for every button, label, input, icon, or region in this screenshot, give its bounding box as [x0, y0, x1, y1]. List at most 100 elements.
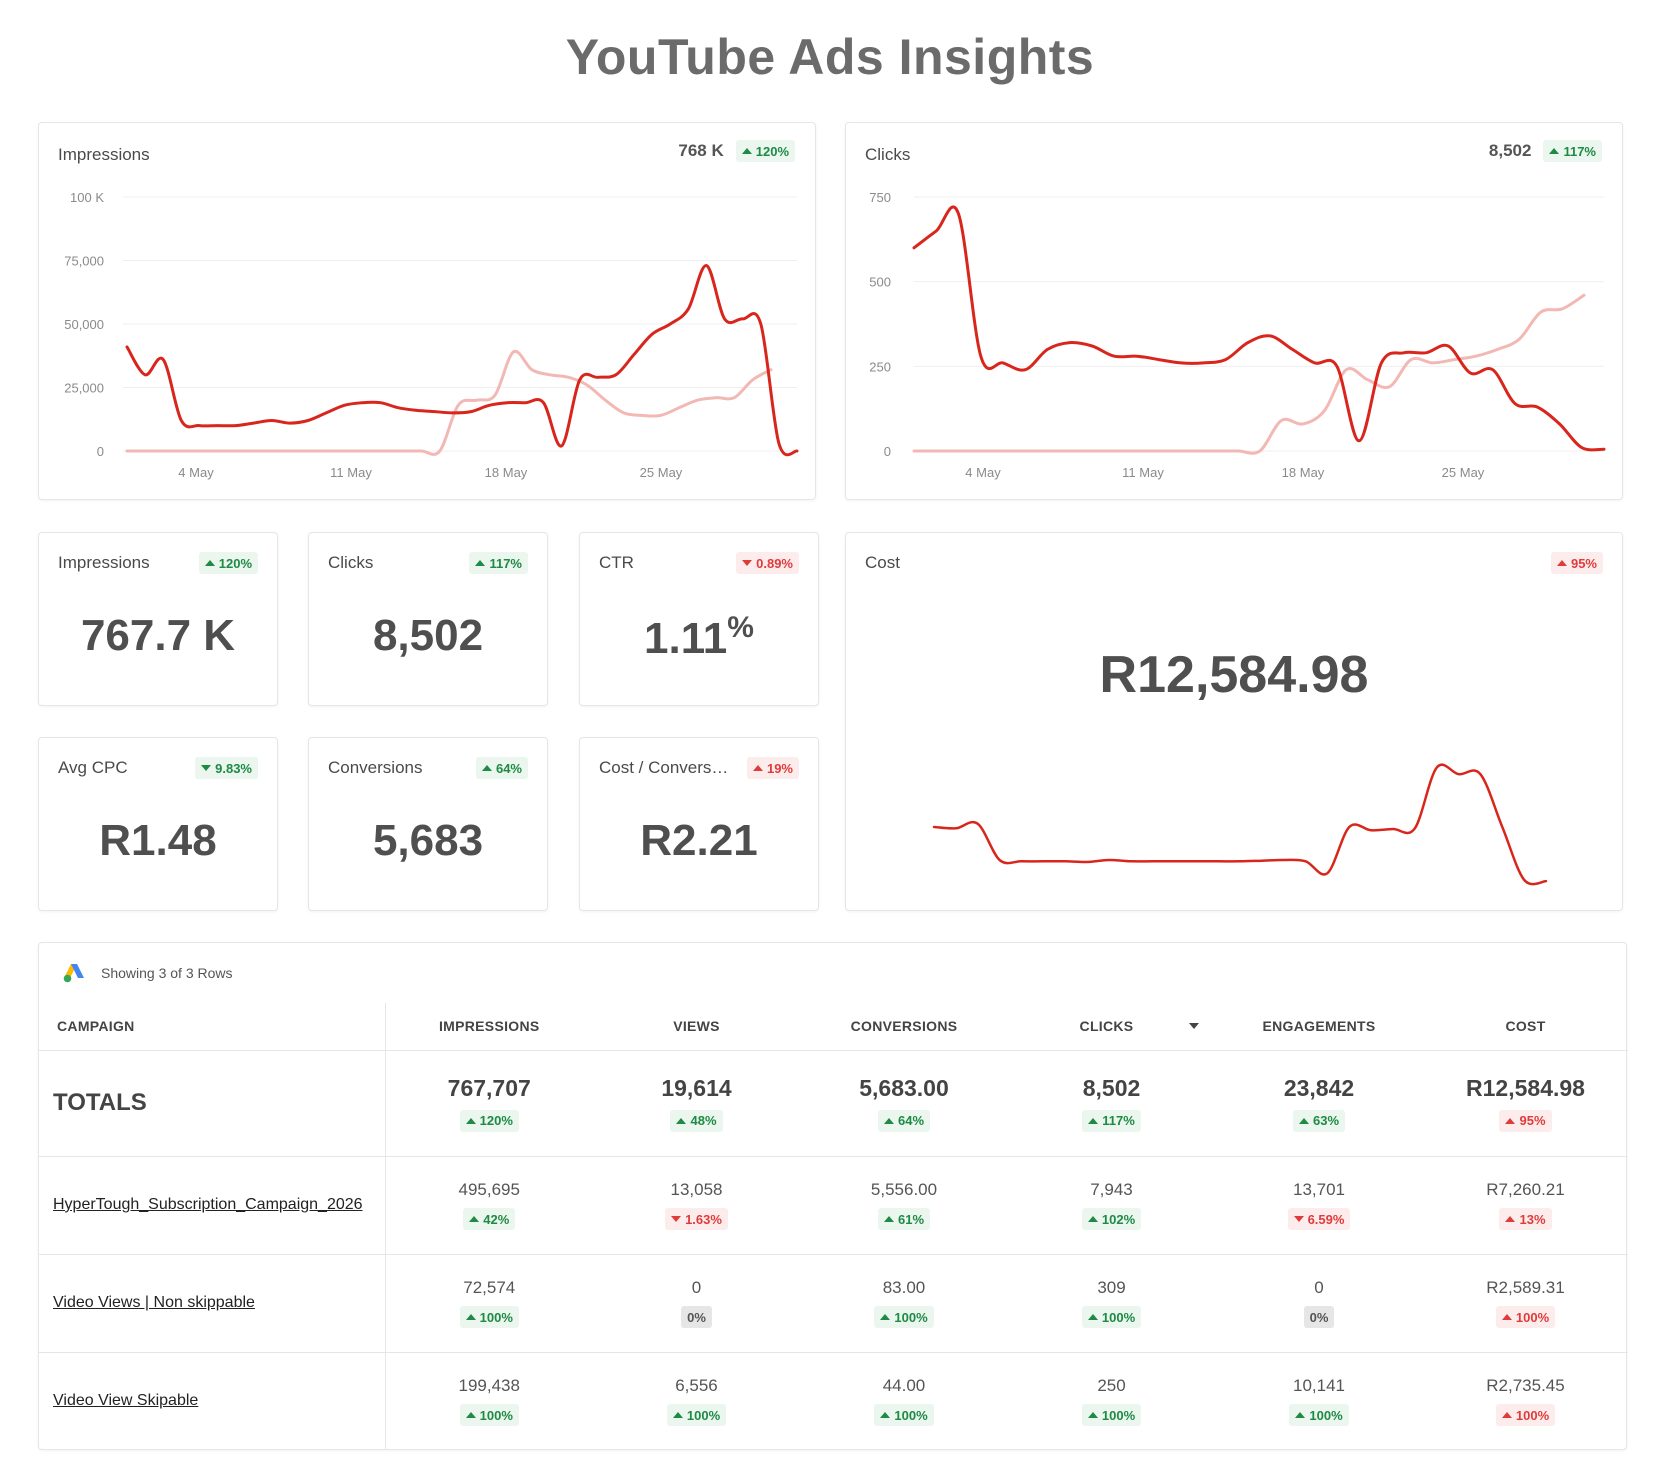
impr-y-tick-label: 25,000 — [64, 381, 104, 396]
impressions-line-chart[interactable]: 0 25,000 50,000 75,000 100 K 4 May 11 May 18 Ma… — [39, 123, 817, 501]
kpi-cost-badge: 95% — [1550, 552, 1603, 574]
campaign-conversions-change: 100% — [894, 1407, 928, 1423]
kpi-cost-per-conversion-value: R2.21 — [640, 816, 758, 865]
campaign-cost-value: R2,735.45 — [1486, 1376, 1565, 1396]
impressions-chart-title: Impressions — [58, 145, 150, 164]
clicks-line-chart[interactable]: 0 250 500 750 4 May 11 May 18 May 25 May — [846, 123, 1624, 501]
arrow-up-icon — [1549, 148, 1560, 154]
campaign-conversions-value: 83.00 — [882, 1278, 926, 1297]
totals-conversions-cell: 5,683.00 64% — [800, 1050, 1008, 1157]
campaign-impressions-value: 199,438 — [458, 1376, 520, 1396]
col-header-campaign[interactable]: CAMPAIGN — [39, 1003, 386, 1051]
campaign-impressions-cell: 72,574 100% — [385, 1254, 593, 1353]
impressions-total: 768 K — [678, 141, 724, 160]
arrow-up-icon — [741, 148, 752, 154]
campaign-impressions-cell: 199,438 100% — [385, 1352, 593, 1450]
campaign-clicks-change-badge: 100% — [1081, 1306, 1142, 1328]
clicks-chart-summary: 8,502 117% — [1489, 140, 1602, 162]
cost-sparkline — [932, 763, 1548, 886]
kpi-cost-per-conversion-card: Cost / Convers… 19% R2.21 — [579, 737, 819, 911]
clicks-x-tick-label: 25 May — [1442, 465, 1485, 480]
col-header-impressions[interactable]: IMPRESSIONS — [385, 1003, 593, 1051]
kpi-avg-cpc-card: Avg CPC 9.83% R1.48 — [38, 737, 278, 911]
col-header-conversions[interactable]: CONVERSIONS — [800, 1003, 1008, 1051]
totals-cost-cell: R12,584.98 95% — [1423, 1050, 1628, 1157]
col-header-views[interactable]: VIEWS — [593, 1003, 800, 1051]
col-header-engagements[interactable]: ENGAGEMENTS — [1215, 1003, 1423, 1051]
campaign-engagements-value: 0 — [1314, 1278, 1324, 1297]
campaign-conversions-value: 5,556.00 — [870, 1180, 938, 1199]
kpi-conversions-badge: 64% — [475, 757, 528, 779]
campaign-link[interactable]: Video Views | Non skippable — [53, 1294, 255, 1311]
clicks-total: 8,502 — [1488, 141, 1532, 160]
kpi-clicks-badge: 117% — [469, 552, 528, 574]
arrow-up-icon — [1087, 1216, 1098, 1222]
kpi-clicks-change: 117% — [489, 555, 522, 571]
campaign-cost-value: R7,260.21 — [1486, 1180, 1565, 1199]
kpi-impressions-badge: 120% — [198, 552, 258, 574]
impr-comparison-series-line — [125, 349, 773, 456]
impr-y-tick-label: 0 — [97, 444, 104, 459]
campaign-impressions-value: 72,574 — [463, 1278, 516, 1297]
campaign-views-value: 6,556 — [675, 1376, 718, 1396]
totals-views-cell: 19,614 48% — [593, 1050, 800, 1157]
campaign-engagements-value: 13,701 — [1293, 1180, 1345, 1199]
campaign-impressions-change: 100% — [479, 1407, 513, 1423]
impr-x-tick-label: 25 May — [640, 465, 683, 480]
kpi-ctr-card: CTR 0.89% 1.11% — [579, 532, 819, 706]
col-header-cost[interactable]: COST — [1423, 1003, 1628, 1051]
clicks-change-badge: 117% — [1543, 140, 1602, 162]
arrow-up-icon — [469, 1216, 480, 1222]
arrow-down-icon — [671, 1216, 682, 1222]
campaign-conversions-cell: 83.00 100% — [800, 1254, 1008, 1353]
table-body: TOTALS 767,707 120% 19,614 48% 5,683.00 64% 8,… — [39, 1050, 1628, 1450]
clicks-y-tick-label: 500 — [869, 275, 891, 290]
arrow-up-icon — [1505, 1216, 1516, 1222]
campaign-clicks-change: 102% — [1101, 1211, 1136, 1227]
totals-views-change: 48% — [690, 1113, 717, 1128]
campaign-engagements-value: 10,141 — [1293, 1376, 1345, 1396]
clicks-current-series-line — [912, 205, 1606, 452]
campaign-views-cell: 6,556 100% — [593, 1352, 800, 1450]
totals-clicks-cell: 8,502 117% — [1008, 1050, 1215, 1157]
campaign-engagements-change: 0% — [1309, 1309, 1329, 1325]
campaign-link[interactable]: Video View Skipable — [53, 1392, 199, 1410]
campaign-engagements-change: 6.59% — [1307, 1211, 1345, 1227]
campaign-clicks-change: 100% — [1101, 1309, 1136, 1325]
campaign-views-change-badge: 0% — [681, 1306, 712, 1328]
col-header-clicks-wrap[interactable]: CLICKS — [1008, 1003, 1215, 1051]
campaign-views-value: 13,058 — [670, 1180, 723, 1199]
totals-views-value: 19,614 — [661, 1074, 732, 1101]
totals-conversions-change-badge: 64% — [877, 1109, 931, 1132]
arrow-up-icon — [1501, 1314, 1512, 1320]
campaign-views-change: 100% — [686, 1407, 721, 1423]
clicks-x-tick-label: 11 May — [1122, 465, 1164, 480]
totals-views-change-badge: 48% — [670, 1109, 723, 1132]
impr-x-tick-label: 11 May — [330, 465, 372, 480]
impressions-change: 120% — [755, 143, 789, 159]
campaign-link[interactable]: HyperTough_Subscription_Campaign_2026 — [53, 1196, 363, 1213]
campaign-views-change-badge: 100% — [666, 1404, 727, 1427]
arrow-down-icon — [742, 560, 753, 566]
campaign-engagements-cell: 10,141 100% — [1215, 1352, 1423, 1450]
sort-desc-icon[interactable] — [1189, 1023, 1200, 1030]
impressions-change-badge: 120% — [735, 140, 795, 162]
totals-impressions-change-badge: 120% — [459, 1109, 519, 1132]
campaign-cost-change: 13% — [1519, 1211, 1546, 1227]
totals-clicks-change-badge: 117% — [1082, 1109, 1141, 1132]
table-header-row: CAMPAIGN IMPRESSIONS VIEWS CONVERSIONS C… — [39, 1003, 1628, 1051]
arrow-down-icon — [201, 765, 212, 771]
campaign-engagements-change-badge: 0% — [1303, 1306, 1335, 1328]
arrow-up-icon — [1088, 1117, 1099, 1124]
campaign-cost-change-badge: 100% — [1495, 1306, 1556, 1328]
kpi-ctr-unit: % — [727, 611, 754, 644]
arrow-up-icon — [481, 765, 492, 771]
arrow-up-icon — [752, 765, 763, 771]
kpi-cost-per-conversion-label: Cost / Convers… — [599, 758, 729, 777]
impr-current-series-line — [125, 264, 799, 457]
campaign-cost-cell: R7,260.21 13% — [1423, 1156, 1628, 1255]
totals-cost-value: R12,584.98 — [1466, 1074, 1585, 1101]
totals-cost-change-badge: 95% — [1499, 1109, 1552, 1132]
totals-engagements-value: 23,842 — [1283, 1074, 1355, 1101]
arrow-up-icon — [883, 1117, 894, 1124]
